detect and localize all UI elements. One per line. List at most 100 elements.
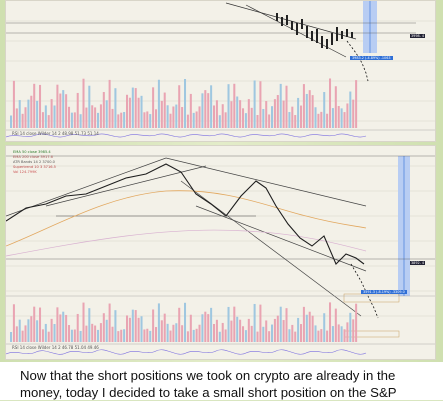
volume-bar [215, 319, 218, 342]
volume-bar [126, 94, 129, 128]
volume-bar [346, 322, 349, 342]
volume-bar [195, 328, 198, 342]
volume-bar [178, 85, 181, 128]
volume-bar [76, 313, 79, 342]
volume-bar [294, 115, 297, 128]
volume-bar [326, 330, 329, 342]
volume-bar [44, 323, 47, 342]
volume-bar [265, 320, 268, 342]
volume-bar [337, 106, 340, 128]
volume-bar [294, 331, 297, 342]
legend-item-2: EMA 200 close 3917.6 [13, 155, 53, 159]
volume-bar [239, 100, 242, 128]
volume-bar [27, 99, 30, 128]
volume-bar [297, 97, 300, 128]
volume-bar [346, 103, 349, 128]
volume-bar [10, 115, 13, 128]
volume-bar [88, 85, 91, 128]
top-price-chart[interactable] [6, 1, 436, 142]
volume-bar [172, 324, 175, 342]
volume-bar [166, 323, 169, 342]
volume-bar [41, 112, 44, 128]
volume-bar [285, 308, 288, 342]
top-indicator-label: RSI 14 close Wilder 14 2 48.98 51.73 51.… [12, 131, 99, 136]
volume-bar [276, 95, 279, 128]
top-volume-bars [10, 78, 358, 128]
volume-bar [27, 319, 30, 342]
volume-bar [198, 324, 201, 342]
top-projection-path [346, 40, 369, 82]
volume-bar [59, 314, 62, 342]
volume-bar [236, 96, 239, 128]
volume-bar [352, 99, 355, 128]
volume-bar [204, 90, 207, 128]
volume-bar [352, 319, 355, 342]
volume-bar [256, 331, 259, 342]
volume-bar [320, 111, 323, 128]
bottom-chart-panel[interactable]: EMA 50 close 3985.4 EMA 200 close 3917.6… [5, 145, 436, 360]
volume-bar [94, 107, 97, 128]
volume-bar [198, 106, 201, 128]
volume-bar [302, 84, 305, 128]
volume-bar [152, 87, 155, 128]
volume-bar [91, 105, 94, 128]
volume-bar [265, 101, 268, 128]
volume-bar [143, 112, 146, 128]
volume-bar [131, 309, 134, 342]
volume-bar [250, 107, 253, 128]
volume-bar [349, 312, 352, 342]
ema-line [6, 190, 367, 247]
top-chart-panel[interactable]: 3998.4 3983.2 (-4.89%) -1063 RSI 14 clos… [5, 0, 436, 142]
volume-bar [155, 109, 158, 128]
volume-bar [111, 326, 114, 342]
bottom-rsi-line [6, 349, 367, 355]
volume-bar [297, 317, 300, 342]
volume-bar [105, 100, 108, 128]
volume-bar [305, 314, 308, 342]
volume-bar [169, 330, 172, 342]
volume-bar [70, 329, 73, 342]
volume-bar [18, 319, 21, 342]
volume-bar [276, 315, 279, 342]
volume-bar [44, 105, 47, 128]
volume-bar [247, 99, 250, 128]
volume-bar [157, 79, 160, 128]
volume-bar [285, 85, 288, 128]
volume-bar [244, 330, 247, 342]
volume-bar [85, 107, 88, 128]
volume-bar [15, 326, 18, 342]
bottom-volume-bars [10, 302, 358, 342]
volume-bar [215, 100, 218, 128]
volume-bar [184, 302, 187, 342]
volume-bar [207, 93, 210, 128]
volume-bar [355, 80, 358, 128]
volume-bar [314, 325, 317, 342]
volume-bar [221, 104, 224, 128]
volume-bar [186, 331, 189, 342]
volume-bar [33, 306, 36, 342]
volume-bar [140, 316, 143, 342]
volume-bar [242, 326, 245, 342]
volume-bar [242, 108, 245, 128]
volume-bar [247, 318, 250, 342]
volume-bar [15, 108, 18, 128]
volume-bar [259, 81, 262, 128]
volume-bar [253, 80, 256, 128]
bottom-price-chart[interactable] [6, 146, 436, 360]
volume-bar [288, 329, 291, 342]
caption-text: Now that the short positions we took on … [20, 368, 397, 400]
volume-bar [12, 80, 15, 128]
volume-bar [253, 303, 256, 342]
volume-bar [146, 328, 149, 342]
volume-bar [268, 331, 271, 342]
volume-bar [213, 323, 216, 342]
volume-bar [24, 107, 27, 128]
volume-bar [227, 84, 230, 128]
volume-bar [10, 332, 13, 342]
volume-bar [218, 331, 221, 342]
top-price-tag: 3998.4 [410, 34, 425, 38]
volume-bar [30, 95, 33, 128]
volume-bar [59, 93, 62, 128]
volume-bar [131, 87, 134, 128]
volume-bar [82, 302, 85, 342]
